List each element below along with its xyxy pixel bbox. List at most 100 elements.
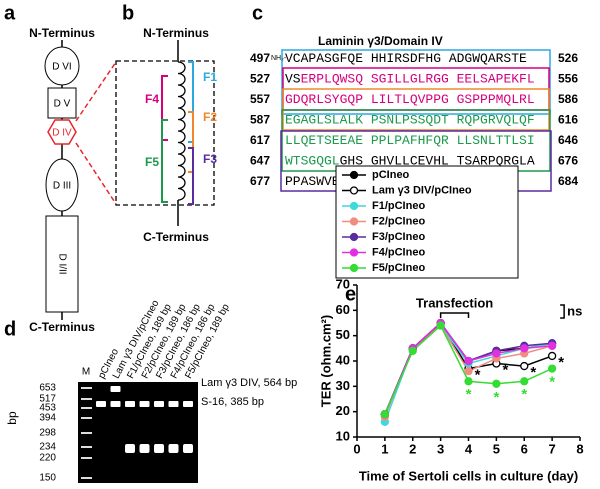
data-point xyxy=(520,377,529,386)
c-terminus: C-Terminus xyxy=(143,230,209,244)
panel-a xyxy=(44,40,117,320)
significance-mark: * xyxy=(521,386,527,403)
sequence-title: Laminin γ3/Domain IV xyxy=(318,34,443,48)
data-point xyxy=(408,346,417,356)
significance-mark: * xyxy=(466,386,472,403)
x-tick-label: 4 xyxy=(465,441,473,456)
marker-band xyxy=(81,477,92,479)
sequence-segment: EGAGLSLALK PSNLPSSQDT RQPGRVQLQF xyxy=(285,113,535,128)
marker-size: 234 xyxy=(39,442,56,453)
band xyxy=(168,444,179,453)
legend-box xyxy=(335,165,519,279)
sequence-segment: GDQRLSYGQP LILTLQVPPG GSPPPMQLRL xyxy=(285,92,535,107)
data-point xyxy=(464,366,473,376)
y-tick-label: 40 xyxy=(336,352,350,367)
band-label: S-16, 385 bp xyxy=(201,396,264,408)
residue-start: 497 xyxy=(250,51,270,65)
fragment-label: F4 xyxy=(145,92,159,106)
marker-band xyxy=(81,417,92,419)
sequence-segment: VCAPASGFQE HHIRSDFHG ADGWQARSTE xyxy=(285,51,527,66)
data-point xyxy=(547,341,557,350)
x-tick-label: 8 xyxy=(576,441,583,456)
legend-label: F5/pCIneo xyxy=(372,262,425,274)
sequence: 497 NH₂-VCAPASGFQE HHIRSDFHG ADGWQARSTE 52… xyxy=(250,51,578,189)
data-point xyxy=(464,377,473,386)
sequence-segment: LLQETSEEAE PPLPAFHFQR LLSNLTTLSI xyxy=(285,133,535,148)
legend-label: Lam γ3 DIV/pCIneo xyxy=(372,184,472,196)
residue-end: 676 xyxy=(558,154,578,168)
c-terminus: C-Terminus xyxy=(29,320,95,334)
y-tick-label: 70 xyxy=(336,276,350,291)
y-tick-label: 20 xyxy=(336,403,350,418)
fragment-label: F2 xyxy=(203,110,217,124)
sequence-row: VSERPLQWSQ SGILLGLRGG EELSAPEKFL xyxy=(285,72,535,87)
legend-marker xyxy=(349,263,359,273)
legend-label: F4/pCIneo xyxy=(372,246,425,258)
marker-band xyxy=(81,407,92,409)
domain-label: D III xyxy=(53,181,71,192)
residue-end: 646 xyxy=(558,133,578,147)
panel-b xyxy=(115,40,215,226)
n-terminus: N-Terminus xyxy=(143,26,209,40)
gel xyxy=(78,382,198,483)
marker-size: 150 xyxy=(39,473,56,484)
panel-label: d xyxy=(4,318,16,340)
legend-label: pCIneo xyxy=(372,169,410,181)
significance-mark: * xyxy=(502,362,508,379)
y-axis-label: TER (ohm.cm²) xyxy=(318,315,333,407)
marker-band xyxy=(81,457,92,459)
fragment-label: F5 xyxy=(145,155,159,169)
data-point xyxy=(520,361,529,371)
domain-label: D V xyxy=(54,99,71,110)
residue-end: 616 xyxy=(558,113,578,127)
y-tick-label: 60 xyxy=(336,302,350,317)
sequence-segment: VS xyxy=(285,72,301,87)
marker-size: 653 xyxy=(39,383,56,394)
significance-mark: * xyxy=(558,354,564,371)
fragment-label: F3 xyxy=(203,152,217,166)
band-label: Lam γ3 DIV, 564 bp xyxy=(201,377,297,389)
marker-band xyxy=(81,432,92,434)
transfection-bracket xyxy=(439,312,470,318)
band xyxy=(139,401,150,407)
domain-label: D I/II xyxy=(56,253,67,274)
legend-label: F3/pCIneo xyxy=(372,231,425,243)
y-tick-label: 10 xyxy=(336,428,350,443)
marker-band xyxy=(81,398,92,400)
x-tick-label: 7 xyxy=(549,441,556,456)
marker-band xyxy=(81,446,92,448)
data-point xyxy=(464,356,473,366)
data-point xyxy=(436,321,445,330)
significance-mark: * xyxy=(475,367,481,384)
sequence-row: LLQETSEEAE PPLPAFHFQR LLSNLTTLSI xyxy=(285,133,535,148)
panel-label: b xyxy=(122,2,134,24)
sequence-row: EGAGLSLALK PSNLPSSQDT RQPGRVQLQF xyxy=(285,113,535,128)
x-tick-label: 1 xyxy=(381,441,388,456)
legend-label: F1/pCIneo xyxy=(372,200,425,212)
residue-start: 677 xyxy=(250,174,270,188)
residue-end: 526 xyxy=(558,51,578,65)
legend-marker xyxy=(349,186,359,195)
data-point xyxy=(492,379,501,388)
significance-mark: * xyxy=(493,389,499,406)
x-tick-label: 2 xyxy=(409,441,416,456)
legend-marker xyxy=(349,201,359,211)
residue-start: 557 xyxy=(250,92,270,106)
x-tick-label: 3 xyxy=(437,441,444,456)
sequence-row: GDQRLSYGQP LILTLQVPPG GSPPPMQLRL xyxy=(285,92,535,107)
marker-size: 394 xyxy=(39,413,56,424)
band xyxy=(110,401,121,407)
data-point xyxy=(547,351,557,361)
residue-end: 556 xyxy=(558,72,578,86)
marker-band xyxy=(81,387,92,389)
data-point xyxy=(520,344,529,353)
band xyxy=(183,444,193,453)
x-tick-label: 0 xyxy=(353,441,360,456)
data-point xyxy=(547,364,557,373)
marker-size: 298 xyxy=(39,428,56,439)
residue-start: 527 xyxy=(250,72,270,86)
residue-start: 617 xyxy=(250,133,270,147)
domain-label: D IV xyxy=(52,128,72,139)
band xyxy=(125,401,135,407)
